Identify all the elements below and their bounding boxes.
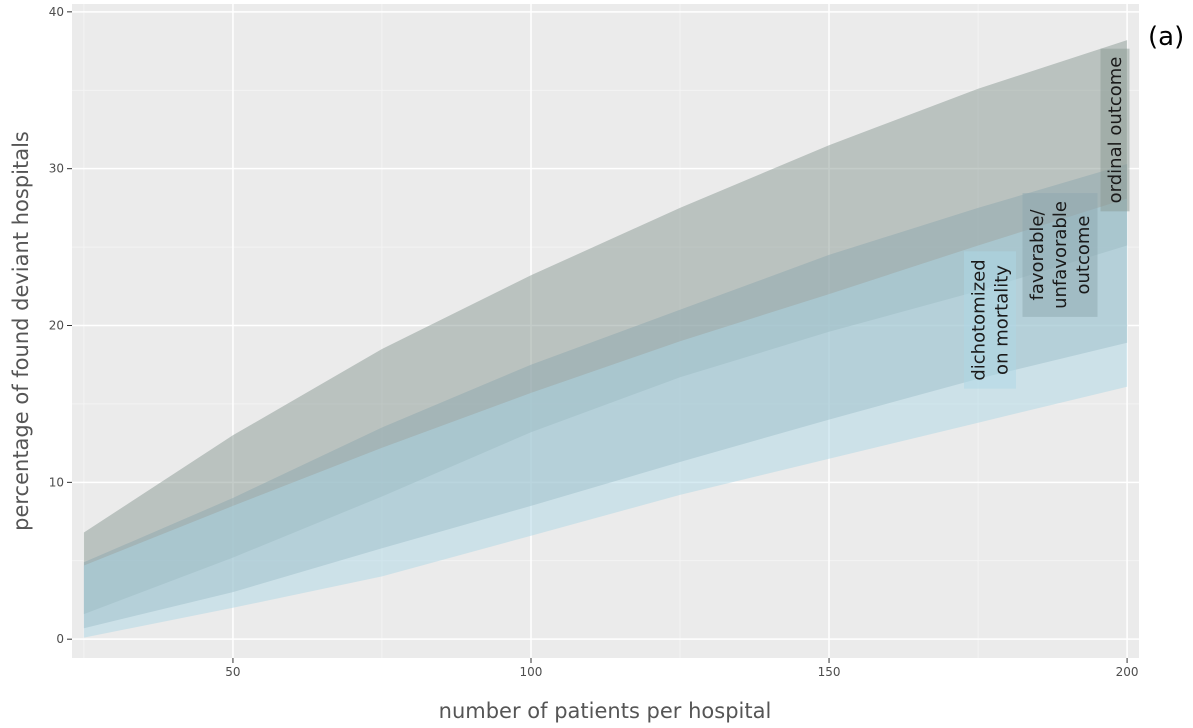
x-tick-label: 200: [1116, 665, 1139, 679]
band-label-line: unfavorable: [1050, 201, 1071, 309]
x-axis-title: number of patients per hospital: [439, 699, 772, 723]
band-label-line: ordinal outcome: [1105, 57, 1126, 204]
panel-label: (a): [1148, 22, 1184, 52]
y-tick-label: 30: [49, 162, 64, 176]
band-label-background: [1100, 48, 1130, 212]
band-labels: ordinal outcome favorable/unfavorable outc…: [964, 48, 1130, 389]
y-axis-title: percentage of found deviant hospitals: [9, 131, 33, 531]
band-label-background: [964, 251, 1016, 389]
band-label-dichotomized-on-mortality: dichotomized on mortality: [964, 251, 1016, 389]
y-tick-label: 10: [49, 475, 64, 489]
x-tick-label: 150: [818, 665, 841, 679]
band-label-background: [1022, 193, 1098, 317]
band-label-line: outcome: [1073, 216, 1094, 295]
band-label-ordinal-outcome: ordinal outcome: [1100, 48, 1130, 212]
band-label-line: favorable/: [1027, 209, 1048, 301]
x-tick-label: 50: [225, 665, 240, 679]
bands: [83, 40, 1128, 638]
y-axis-ticks: 0 10 20 30 40: [49, 5, 72, 646]
y-tick-label: 0: [56, 632, 64, 646]
band-label-line: on mortality: [992, 265, 1013, 375]
y-tick-label: 40: [49, 5, 64, 19]
x-axis-ticks: 50 100 150 200: [225, 658, 1139, 679]
band-label-favorable-unfavorable-outcome: favorable/unfavorable outcome: [1022, 193, 1098, 317]
band-dichotomized-on-mortality: [83, 198, 1128, 638]
x-tick-label: 100: [520, 665, 543, 679]
band-label-line: dichotomized: [969, 259, 990, 380]
y-tick-label: 20: [49, 319, 64, 333]
